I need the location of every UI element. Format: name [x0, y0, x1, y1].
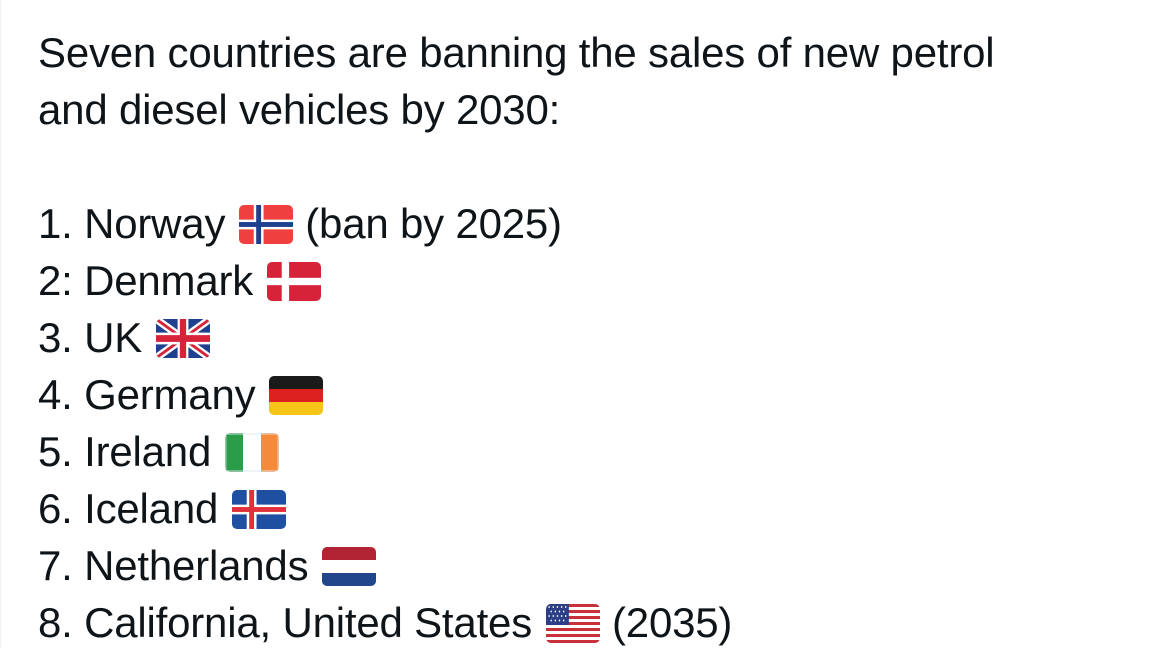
list-item-uk: 3. UK	[38, 309, 1128, 366]
tweet-text: Seven countries are banning the sales of…	[38, 24, 1128, 651]
list-item-label: 1. Norway	[38, 200, 226, 247]
tweet-left-border	[0, 0, 1, 648]
list-item-label: 5. Ireland	[38, 428, 212, 475]
list-item-iceland: 6. Iceland	[38, 480, 1128, 537]
tweet-intro-line-2: and diesel vehicles by 2030:	[38, 86, 561, 133]
denmark-flag-icon	[267, 262, 322, 301]
list-item-california: 8. California, United States	[38, 594, 1128, 651]
norway-flag-icon	[239, 205, 294, 244]
germany-flag-icon	[269, 376, 324, 415]
list-item-label: 8. California, United States	[38, 599, 532, 646]
ireland-flag-icon	[225, 433, 280, 472]
uk-flag-icon	[156, 319, 211, 358]
list-item-label: 2: Denmark	[38, 257, 254, 304]
list-item-ireland: 5. Ireland	[38, 423, 1128, 480]
list-item-note: (ban by 2025)	[305, 200, 562, 247]
netherlands-flag-icon	[322, 547, 377, 586]
list-item-netherlands: 7. Netherlands	[38, 537, 1128, 594]
tweet-intro-line-1: Seven countries are banning the sales of…	[38, 29, 995, 76]
list-item-denmark: 2: Denmark	[38, 252, 1128, 309]
list-item-germany: 4. Germany	[38, 366, 1128, 423]
list-item-label: 7. Netherlands	[38, 542, 309, 589]
usa-flag-icon	[546, 604, 600, 643]
iceland-flag-icon	[232, 490, 287, 529]
list-item-label: 6. Iceland	[38, 485, 219, 532]
list-item-norway: 1. Norway (ban by 2025)	[38, 195, 1128, 252]
list-item-label: 3. UK	[38, 314, 143, 361]
list-item-label: 4. Germany	[38, 371, 256, 418]
blank-line	[38, 138, 1128, 195]
list-item-note: (2035)	[612, 599, 733, 646]
